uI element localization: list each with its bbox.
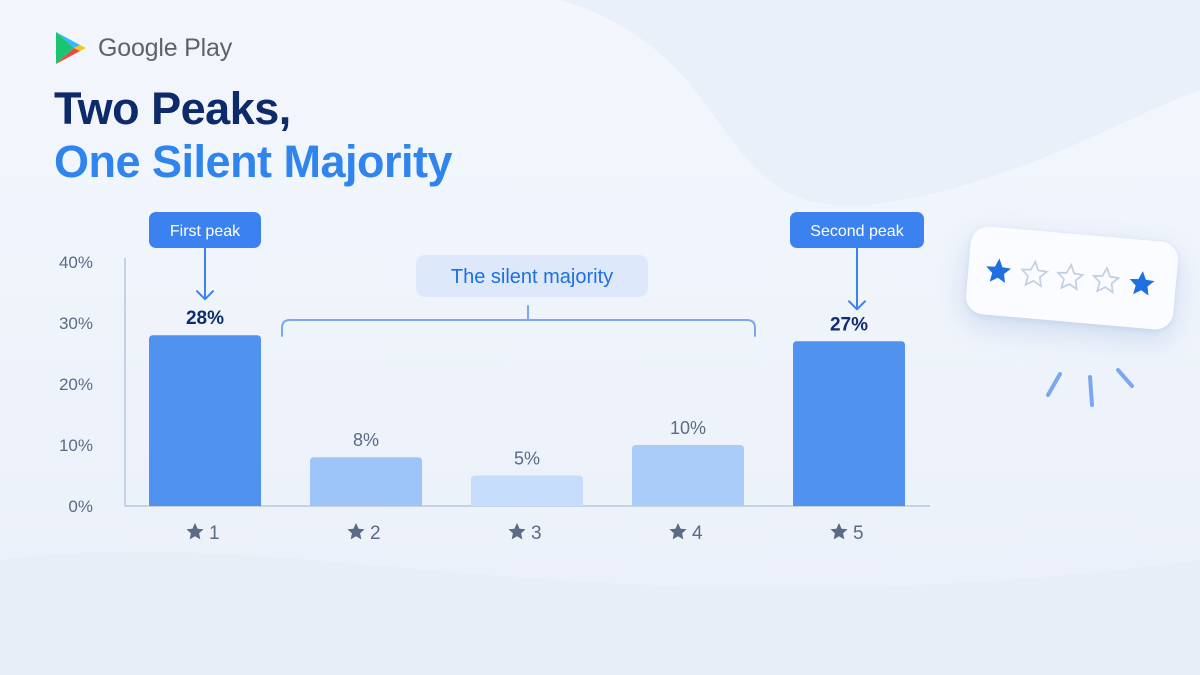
category-number: 1 [209, 523, 220, 544]
bar-value-label: 27% [830, 314, 868, 335]
x-tick-label: 5 [830, 523, 864, 544]
x-tick-label: 3 [508, 523, 542, 544]
title-line-1: Two Peaks, [54, 83, 291, 134]
brand-name: Google Play [98, 33, 232, 62]
category-number: 5 [853, 523, 864, 544]
star-icon [347, 523, 365, 540]
star-filled [984, 257, 1012, 284]
x-tick-label: 4 [669, 523, 703, 544]
category-number: 4 [692, 523, 703, 544]
y-tick-label: 10% [59, 436, 93, 455]
star-filled [1128, 270, 1156, 296]
bar [471, 475, 583, 506]
star-empty [1055, 262, 1085, 291]
silent-majority-bracket [281, 305, 756, 337]
y-tick-label: 40% [59, 253, 93, 272]
category-number: 3 [531, 523, 542, 544]
star-icon [186, 523, 204, 540]
star-empty [1019, 259, 1049, 288]
star-empty [1091, 266, 1121, 294]
star-icon [1055, 262, 1085, 291]
sparkle-icon [1046, 368, 1134, 407]
bar [793, 341, 905, 506]
x-tick-label: 1 [186, 523, 220, 544]
bar [149, 335, 261, 506]
second-peak-arrow-head [848, 300, 866, 311]
star-icon [1091, 266, 1121, 294]
star-icon [984, 257, 1012, 284]
play-store-icon [56, 32, 86, 64]
page-title: Two Peaks, One Silent Majority [54, 82, 453, 188]
first-peak-label: First peak [170, 223, 241, 240]
bar [310, 457, 422, 506]
star-icon [508, 523, 526, 540]
star-icon [1019, 259, 1049, 288]
title-line-2: One Silent Majority [54, 136, 453, 187]
silent-majority-label: The silent majority [451, 266, 613, 288]
y-tick-label: 0% [68, 497, 93, 516]
second-peak-box [790, 212, 924, 248]
google-play-logo: Google Play [54, 30, 232, 66]
y-tick-label: 30% [59, 314, 93, 333]
bar-value-label: 5% [514, 449, 540, 469]
bar-value-label: 8% [353, 430, 379, 450]
category-number: 2 [370, 523, 381, 544]
star-icon [1128, 270, 1156, 296]
x-tick-label: 2 [347, 523, 381, 544]
first-peak-box [149, 212, 261, 248]
rating-card [964, 225, 1180, 331]
rating-stars [984, 257, 1156, 296]
y-tick-label: 20% [59, 375, 93, 394]
silent-majority-pill [416, 255, 648, 297]
second-peak-label: Second peak [810, 223, 904, 240]
star-icon [669, 523, 687, 540]
first-peak-arrow-head [196, 290, 214, 301]
star-icon [830, 523, 848, 540]
bar [632, 445, 744, 506]
bar-value-label: 10% [670, 418, 706, 438]
bar-value-label: 28% [186, 308, 224, 329]
